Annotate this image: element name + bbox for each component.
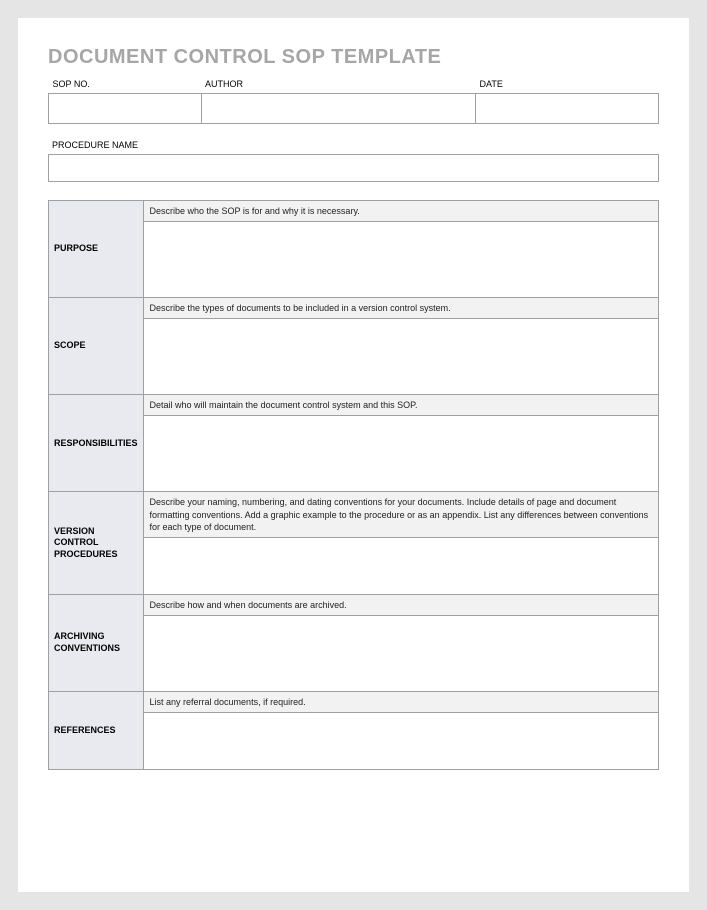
section-content[interactable] xyxy=(144,222,658,297)
section-body: Describe how and when documents are arch… xyxy=(143,594,658,691)
section-content[interactable] xyxy=(144,538,658,594)
sop-no-input[interactable] xyxy=(49,94,202,124)
section-label: PURPOSE xyxy=(49,201,144,298)
section-label: ARCHIVING CONVENTIONS xyxy=(49,594,144,691)
section-body: Detail who will maintain the document co… xyxy=(143,395,658,492)
date-input[interactable] xyxy=(476,94,659,124)
sections-table: PURPOSEDescribe who the SOP is for and w… xyxy=(48,200,659,770)
page-title: DOCUMENT CONTROL SOP TEMPLATE xyxy=(48,46,659,69)
section-hint: Describe your naming, numbering, and dat… xyxy=(144,492,658,537)
section-hint: Describe who the SOP is for and why it i… xyxy=(144,201,658,222)
section-body: Describe your naming, numbering, and dat… xyxy=(143,492,658,594)
section-content[interactable] xyxy=(144,319,658,394)
procedure-name-label: PROCEDURE NAME xyxy=(48,138,659,154)
section-label: RESPONSIBILITIES xyxy=(49,395,144,492)
section-content[interactable] xyxy=(144,616,658,691)
section-hint: Describe the types of documents to be in… xyxy=(144,298,658,319)
section-body: Describe who the SOP is for and why it i… xyxy=(143,201,658,298)
section-content[interactable] xyxy=(144,416,658,491)
section-label: VERSION CONTROL PROCEDURES xyxy=(49,492,144,594)
header-table: SOP NO. AUTHOR DATE xyxy=(48,75,659,124)
section-body: List any referral documents, if required… xyxy=(143,691,658,769)
section-hint: Describe how and when documents are arch… xyxy=(144,595,658,616)
section-label: SCOPE xyxy=(49,298,144,395)
sop-no-label: SOP NO. xyxy=(49,75,202,94)
section-label: REFERENCES xyxy=(49,691,144,769)
section-body: Describe the types of documents to be in… xyxy=(143,298,658,395)
document-page: DOCUMENT CONTROL SOP TEMPLATE SOP NO. AU… xyxy=(18,18,689,892)
section-content[interactable] xyxy=(144,713,658,769)
date-label: DATE xyxy=(476,75,659,94)
procedure-name-input[interactable] xyxy=(48,154,659,182)
author-label: AUTHOR xyxy=(201,75,476,94)
section-hint: List any referral documents, if required… xyxy=(144,692,658,713)
section-hint: Detail who will maintain the document co… xyxy=(144,395,658,416)
author-input[interactable] xyxy=(201,94,476,124)
